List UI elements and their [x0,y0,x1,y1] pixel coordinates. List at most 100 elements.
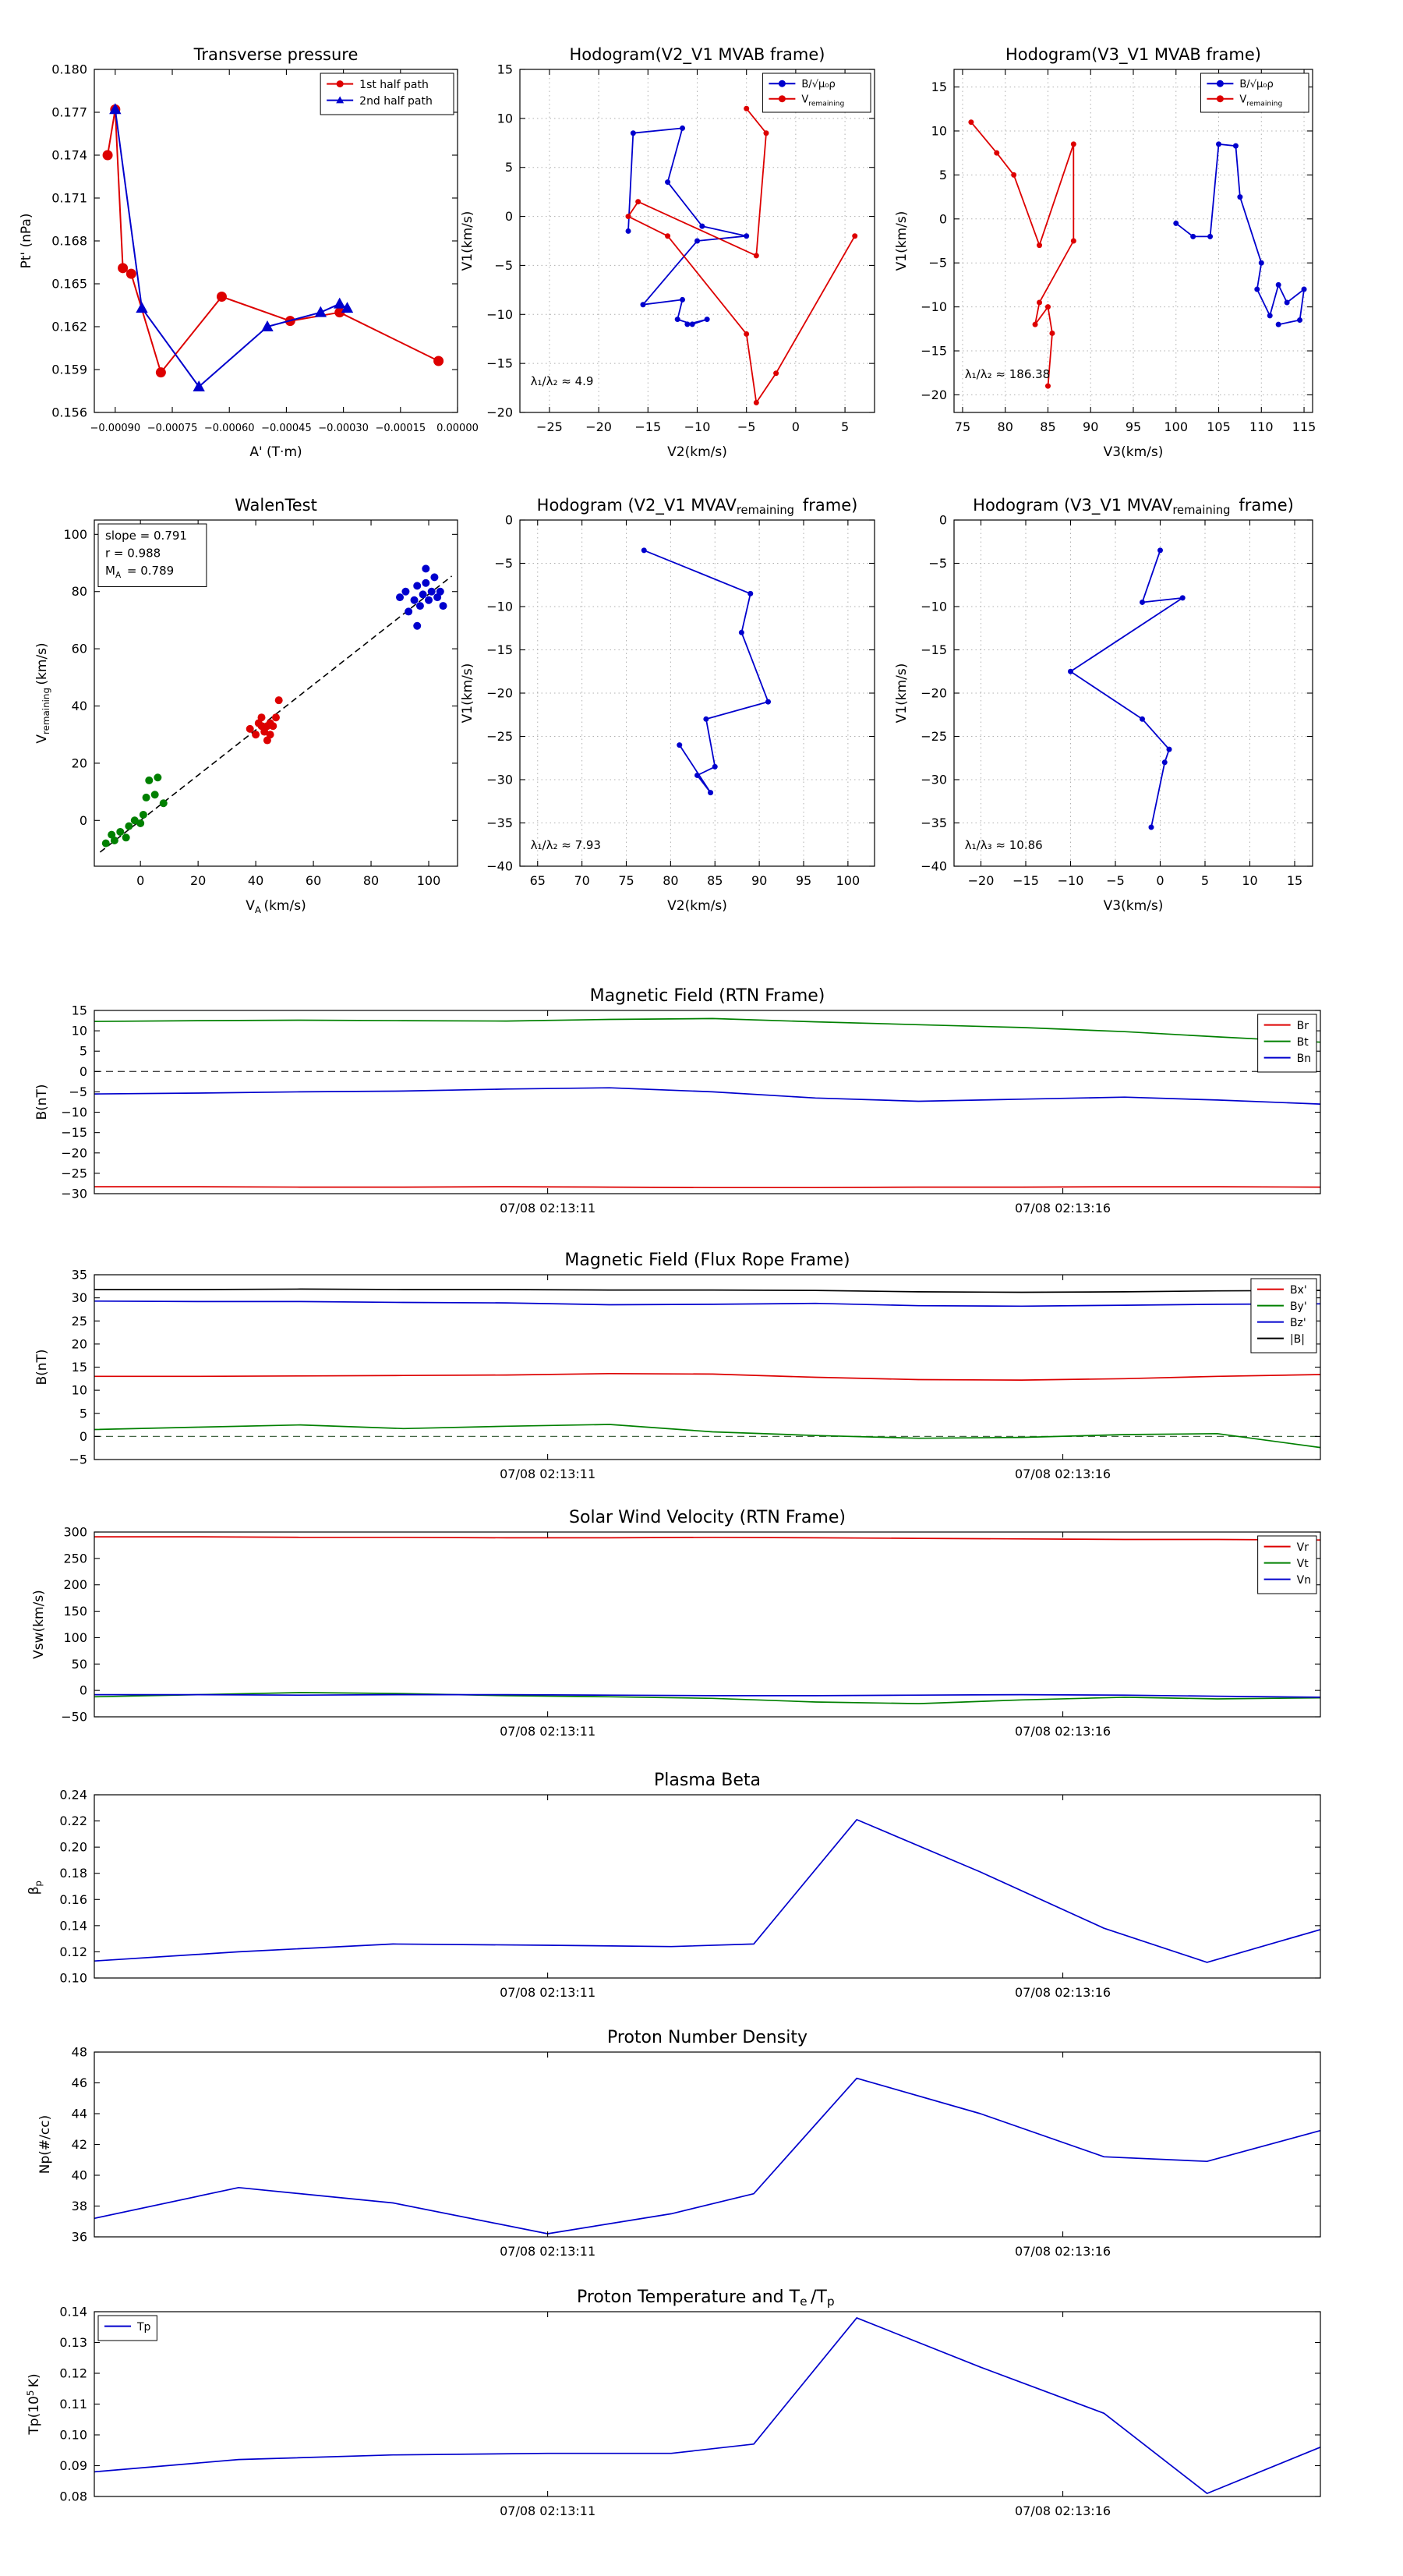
series-V path [641,547,771,796]
series-B_over_sqrt_mu0rho [1173,141,1307,327]
series-V_remaining [625,105,858,405]
svg-text:−10: −10 [684,419,711,434]
svg-text:−10: −10 [1058,873,1084,888]
series-beta_p [94,1819,1321,1963]
svg-text:−25: −25 [61,1166,87,1180]
svg-text:80: 80 [72,584,87,599]
svg-text:5: 5 [841,419,849,434]
svg-text:−20: −20 [486,686,513,701]
svg-text:−0.00015: −0.00015 [375,423,426,434]
svg-text:0: 0 [80,1064,87,1079]
series-Vr [94,1536,1321,1541]
series-Bz' [94,1300,1321,1307]
svg-text:V2(km/s): V2(km/s) [667,898,727,914]
svg-text:0: 0 [939,211,947,226]
svg-text:−15: −15 [486,642,513,657]
svg-text:−0.00075: −0.00075 [147,423,198,434]
axes-ticks: −20 −15 −10 −5 0 5 10 15 −40 −35 −30 −25 −20 −15 −10 −5… [921,513,1313,888]
svg-text:−15: −15 [61,1125,87,1140]
svg-text:1st half path: 1st half path [359,79,429,91]
svg-text:100: 100 [63,1630,87,1645]
svg-text:200: 200 [63,1577,87,1592]
legend: 1st half path 2nd half path [320,73,454,115]
svg-text:65: 65 [530,873,546,888]
svg-text:V3(km/s): V3(km/s) [1104,444,1164,460]
stats-box: slope = 0.791 r = 0.988 MA = 0.789 [97,523,207,587]
svg-text:0: 0 [505,513,513,528]
svg-text:0.177: 0.177 [51,105,87,120]
svg-text:15: 15 [1287,873,1302,888]
svg-text:10: 10 [931,123,947,138]
chart-mag_rtn: 07/08 02:13:11 07/08 02:13:16 −30 −25 −20 −15… [34,986,1321,1215]
svg-text:115: 115 [1292,419,1316,434]
svg-text:0.159: 0.159 [51,363,87,377]
svg-text:60: 60 [306,873,321,888]
svg-text:50: 50 [72,1657,87,1672]
svg-text:MA = 0.789: MA = 0.789 [105,564,174,580]
svg-text:75: 75 [618,873,634,888]
svg-text:|B|: |B| [1290,1333,1305,1346]
svg-text:Proton Number Density: Proton Number Density [607,2028,808,2047]
svg-text:25: 25 [72,1314,87,1329]
svg-text:0.22: 0.22 [59,1813,87,1828]
svg-text:0.18: 0.18 [59,1866,87,1881]
svg-text:−20: −20 [921,387,947,402]
svg-text:Hodogram(V3_V1 MVAB frame): Hodogram(V3_V1 MVAB frame) [1005,45,1261,65]
svg-text:07/08 02:13:11: 07/08 02:13:11 [500,2503,595,2518]
svg-text:0.13: 0.13 [59,2335,87,2350]
series-Tp [94,2317,1321,2494]
svg-text:−20: −20 [486,405,513,420]
svg-text:−5: −5 [1106,873,1125,888]
svg-text:07/08 02:13:11: 07/08 02:13:11 [500,2244,595,2259]
svg-text:85: 85 [707,873,723,888]
svg-text:0.12: 0.12 [59,2366,87,2381]
axes-ticks: 07/08 02:13:11 07/08 02:13:16 0.08 0.09 0.10… [59,2305,1320,2518]
svg-text:−10: −10 [921,600,947,614]
svg-text:0.08: 0.08 [59,2489,87,2504]
svg-text:Hodogram(V2_V1 MVAB frame): Hodogram(V2_V1 MVAB frame) [570,45,825,65]
grid [954,69,1313,412]
svg-text:10: 10 [1242,873,1257,888]
svg-text:Bx': Bx' [1290,1284,1307,1297]
svg-text:30: 30 [72,1290,87,1305]
svg-text:Vremaining: Vremaining [1239,94,1284,108]
series-Vn [94,1693,1321,1698]
svg-text:85: 85 [1040,419,1055,434]
legend: Bx' By' Bz' |B| [1250,1278,1317,1353]
svg-text:Plasma Beta: Plasma Beta [654,1771,761,1790]
svg-text:−25: −25 [536,419,563,434]
svg-text:0: 0 [505,209,513,224]
axes-ticks: 07/08 02:13:11 07/08 02:13:16 −50 0 50 100 150… [61,1525,1320,1739]
svg-text:07/08 02:13:16: 07/08 02:13:16 [1015,1724,1111,1739]
svg-text:15: 15 [497,62,513,77]
svg-text:−5: −5 [737,419,756,434]
svg-text:40: 40 [72,699,87,713]
svg-text:0.09: 0.09 [59,2458,87,2473]
svg-text:−30: −30 [486,773,513,787]
svg-text:110: 110 [1249,419,1274,434]
svg-text:Bt: Bt [1297,1036,1309,1049]
svg-text:B(nT): B(nT) [34,1349,50,1385]
series-|B| [94,1288,1321,1293]
svg-text:B(nT): B(nT) [34,1084,50,1120]
svg-text:0.162: 0.162 [51,320,87,334]
svg-text:5: 5 [505,160,513,175]
svg-text:−25: −25 [921,729,947,744]
svg-text:−35: −35 [486,816,513,830]
svg-text:95: 95 [796,873,811,888]
svg-text:100: 100 [836,873,861,888]
svg-text:90: 90 [751,873,767,888]
svg-text:λ₁/λ₃ ≈ 10.86: λ₁/λ₃ ≈ 10.86 [965,838,1043,852]
chart-transverse_pressure: −0.00090 −0.00075 −0.00060 −0.00045 −0.00030… [19,45,479,460]
axes-ticks: −25 −20 −15 −10 −5 0 5 −20 −15 −10 −5 0 5 10 15 [486,62,875,434]
svg-text:VA (km/s): VA (km/s) [246,898,306,915]
svg-text:V1(km/s): V1(km/s) [894,211,910,271]
svg-text:λ₁/λ₂ ≈ 7.93: λ₁/λ₂ ≈ 7.93 [531,838,601,852]
svg-text:slope = 0.791: slope = 0.791 [105,529,187,543]
svg-text:−25: −25 [486,729,513,744]
svg-text:0: 0 [939,513,947,528]
svg-text:0.12: 0.12 [59,1944,87,1959]
series-Np [94,2077,1321,2235]
series-cluster 1 [101,773,168,847]
